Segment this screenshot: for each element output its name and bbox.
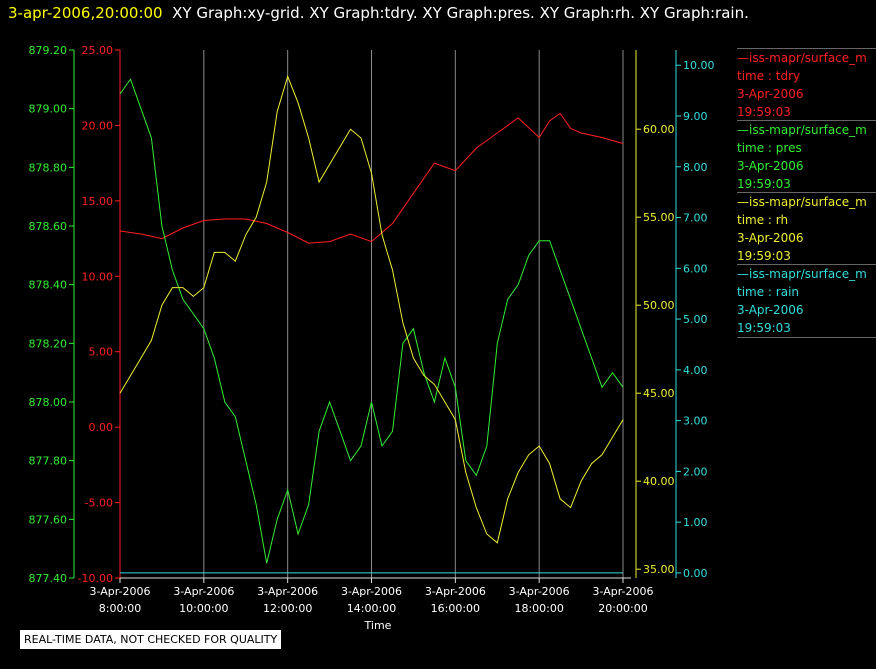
y-tick-label-tdry: 0.00: [89, 421, 114, 434]
y-tick-label-pres: 878.80: [29, 161, 68, 174]
legend-date: 3-Apr-2006: [737, 87, 804, 101]
y-tick-label-tdry: 25.00: [82, 44, 114, 57]
legend-entry-rain: —iss-mapr/surface_m time : rain 3-Apr-20…: [737, 264, 876, 338]
y-tick-label-pres: 877.80: [29, 455, 68, 468]
legend-source: —iss-mapr/surface_m: [737, 51, 867, 65]
x-tick-label-date: 3-Apr-2006: [89, 585, 150, 598]
legend-time: 19:59:03: [737, 321, 791, 335]
y-tick-label-pres: 877.40: [29, 572, 68, 585]
y-tick-label-rh: 50.00: [643, 299, 675, 312]
series-line-pres: [119, 78, 624, 564]
legend-source: —iss-mapr/surface_m: [737, 123, 867, 137]
title-timestamp: 3-apr-2006,20:00:00: [8, 4, 163, 22]
y-tick-label-rain: 10.00: [683, 59, 715, 72]
legend-time: 19:59:03: [737, 249, 791, 263]
y-tick-label-tdry: -10.00: [78, 572, 113, 585]
y-tick-label-rh: 55.00: [643, 211, 675, 224]
y-tick-label-tdry: 10.00: [82, 270, 114, 283]
y-tick-label-pres: 879.00: [29, 103, 68, 116]
x-tick-label-time: 16:00:00: [431, 602, 480, 615]
x-tick-label-date: 3-Apr-2006: [425, 585, 486, 598]
legend-entry-rh: —iss-mapr/surface_m time : rh 3-Apr-2006…: [737, 192, 876, 265]
y-tick-label-rain: 4.00: [683, 364, 708, 377]
series-line-tdry: [119, 112, 624, 244]
y-tick-label-rh: 35.00: [643, 563, 675, 576]
x-axis-label: Time: [364, 619, 392, 632]
y-tick-label-rain: 3.00: [683, 415, 708, 428]
legend-source: —iss-mapr/surface_m: [737, 267, 867, 281]
legend-separator: [737, 120, 876, 121]
legend-field: time : pres: [737, 141, 802, 155]
x-tick-label-date: 3-Apr-2006: [257, 585, 318, 598]
y-tick-label-rh: 60.00: [643, 123, 675, 136]
y-tick-label-rh: 40.00: [643, 475, 675, 488]
legend-separator: [737, 48, 876, 49]
x-tick-label-time: 14:00:00: [347, 602, 396, 615]
legend-time: 19:59:03: [737, 105, 791, 119]
y-tick-label-rain: 0.00: [683, 567, 708, 580]
quality-note: REAL-TIME DATA, NOT CHECKED FOR QUALITY: [20, 630, 282, 649]
x-tick-label-time: 20:00:00: [598, 602, 647, 615]
y-tick-label-pres: 878.00: [29, 396, 68, 409]
y-tick-label-pres: 878.60: [29, 220, 68, 233]
legend-time: 19:59:03: [737, 177, 791, 191]
y-tick-label-tdry: 5.00: [89, 346, 114, 359]
legend-source: —iss-mapr/surface_m: [737, 195, 867, 209]
y-tick-label-tdry: 15.00: [82, 195, 114, 208]
legend-field: time : rain: [737, 285, 800, 299]
legend-date: 3-Apr-2006: [737, 231, 804, 245]
x-tick-label-date: 3-Apr-2006: [509, 585, 570, 598]
y-tick-label-pres: 878.20: [29, 337, 68, 350]
legend-field: time : rh: [737, 213, 789, 227]
legend-separator: [737, 192, 876, 193]
title-graph-list: XY Graph:xy-grid. XY Graph:tdry. XY Grap…: [172, 4, 749, 22]
legend-date: 3-Apr-2006: [737, 159, 804, 173]
y-tick-label-rain: 2.00: [683, 465, 708, 478]
y-tick-label-tdry: 20.00: [82, 119, 114, 132]
y-tick-label-pres: 877.60: [29, 513, 68, 526]
x-tick-label-time: 8:00:00: [99, 602, 141, 615]
y-tick-label-rain: 6.00: [683, 262, 708, 275]
y-tick-label-rain: 8.00: [683, 161, 708, 174]
x-tick-label-date: 3-Apr-2006: [341, 585, 402, 598]
x-tick-label-time: 10:00:00: [179, 602, 228, 615]
x-tick-label-time: 18:00:00: [514, 602, 563, 615]
y-tick-label-pres: 878.40: [29, 279, 68, 292]
x-tick-label-time: 12:00:00: [263, 602, 312, 615]
legend-entry-tdry: —iss-mapr/surface_m time : tdry 3-Apr-20…: [737, 48, 876, 121]
legend-date: 3-Apr-2006: [737, 303, 804, 317]
legend-separator: [737, 264, 876, 265]
y-tick-label-rain: 5.00: [683, 313, 708, 326]
legend-separator: [737, 337, 876, 338]
y-tick-label-pres: 879.20: [29, 44, 68, 57]
series-line-rh: [119, 74, 624, 544]
y-tick-label-rain: 7.00: [683, 212, 708, 225]
x-tick-label-date: 3-Apr-2006: [592, 585, 653, 598]
legend-field: time : tdry: [737, 69, 801, 83]
x-tick-label-date: 3-Apr-2006: [173, 585, 234, 598]
y-tick-label-rain: 9.00: [683, 110, 708, 123]
y-tick-label-tdry: -5.00: [85, 497, 113, 510]
y-tick-label-rain: 1.00: [683, 516, 708, 529]
legend-entry-pres: —iss-mapr/surface_m time : pres 3-Apr-20…: [737, 120, 876, 193]
y-tick-label-rh: 45.00: [643, 387, 675, 400]
title-bar: 3-apr-2006,20:00:00 XY Graph:xy-grid. XY…: [8, 2, 749, 24]
